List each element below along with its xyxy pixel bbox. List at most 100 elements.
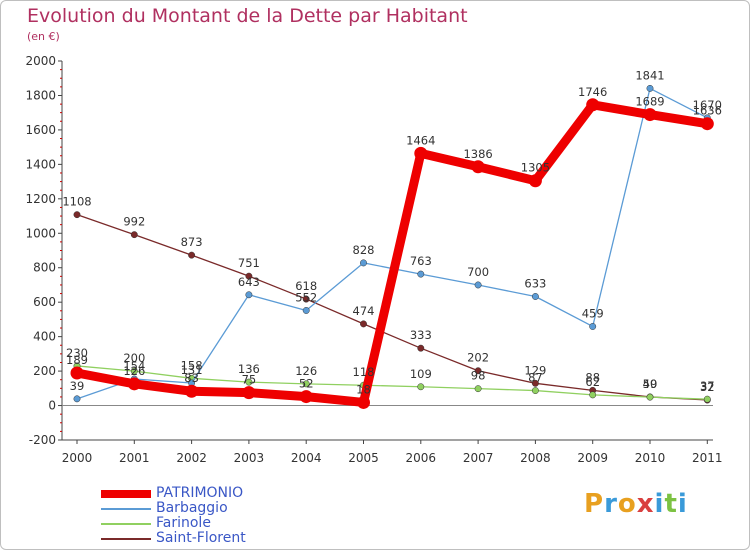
data-label: 109 — [410, 367, 432, 381]
data-label: 50 — [643, 377, 658, 391]
data-point — [302, 380, 310, 388]
data-label: 1464 — [406, 133, 435, 147]
legend-swatch — [101, 523, 151, 525]
data-point — [586, 98, 600, 112]
data-label: 52 — [299, 377, 314, 391]
data-point — [360, 320, 367, 328]
data-label: 83 — [184, 371, 199, 385]
data-point — [130, 231, 138, 239]
data-label: 200 — [123, 351, 145, 365]
data-label: 700 — [467, 265, 489, 279]
data-label: 828 — [353, 243, 375, 257]
data-label: 751 — [238, 256, 260, 270]
x-tick-label: 2008 — [520, 451, 551, 465]
data-label: 1636 — [693, 104, 722, 118]
legend-label: Farinole — [156, 515, 211, 531]
data-point — [531, 379, 539, 387]
data-label: 474 — [353, 304, 375, 318]
data-label: 18 — [356, 382, 371, 396]
data-point — [417, 270, 425, 278]
data-label: 32 — [700, 380, 715, 394]
series-line-saint-florent — [76, 214, 708, 401]
data-point — [242, 386, 256, 400]
data-label: 459 — [582, 306, 604, 320]
chart-title: Evolution du Montant de la Dette par Hab… — [27, 5, 468, 27]
data-label: 618 — [295, 279, 317, 293]
data-point — [185, 384, 199, 398]
data-label: 873 — [181, 235, 203, 249]
data-label: 1746 — [578, 85, 607, 99]
data-label: 230 — [66, 346, 88, 360]
series-line-farinole — [76, 365, 708, 400]
y-tick-label: 0 — [48, 399, 56, 413]
data-point — [474, 385, 482, 393]
logo-letter: x — [636, 489, 655, 519]
data-label: 643 — [238, 275, 260, 289]
data-label: 1108 — [62, 195, 91, 209]
logo-letter: o — [617, 489, 637, 519]
x-tick-label: 2006 — [406, 451, 437, 465]
data-label: 126 — [123, 364, 145, 378]
proxiti-logo: Proxiti — [584, 489, 688, 519]
data-point — [703, 395, 711, 403]
y-tick-label: 1400 — [25, 157, 56, 171]
data-point — [73, 395, 81, 403]
y-tick-label: -200 — [29, 433, 56, 447]
data-label: 1670 — [693, 98, 722, 112]
data-label: 992 — [123, 215, 145, 229]
data-label: 158 — [181, 358, 203, 372]
data-point — [589, 391, 597, 399]
data-point — [73, 211, 81, 219]
y-tick-label: 2000 — [25, 54, 56, 68]
legend-label: PATRIMONIO — [156, 485, 244, 501]
data-point — [471, 160, 485, 174]
x-tick-label: 2009 — [577, 451, 608, 465]
data-label: 136 — [238, 362, 260, 376]
data-point — [531, 387, 539, 395]
data-label: 202 — [467, 351, 489, 365]
data-label: 189 — [66, 353, 88, 367]
series-line-patrimonio — [72, 100, 712, 407]
data-point — [70, 366, 84, 380]
data-label: 763 — [410, 254, 432, 268]
y-tick-label: 400 — [33, 330, 56, 344]
data-label: 131 — [181, 363, 203, 377]
y-tick-label: 800 — [33, 261, 56, 275]
y-tick-label: 1600 — [25, 123, 56, 137]
data-label: 154 — [123, 359, 145, 373]
data-label: 129 — [524, 363, 546, 377]
data-label: 49 — [643, 377, 658, 391]
data-point — [302, 295, 310, 303]
data-label: 88 — [585, 370, 600, 384]
data-point — [299, 390, 313, 404]
data-label: 75 — [242, 373, 257, 387]
data-label: 37 — [700, 379, 715, 393]
y-tick-label: 1000 — [25, 226, 56, 240]
chart-subtitle: (en €) — [27, 30, 60, 43]
x-tick-label: 2005 — [348, 451, 379, 465]
data-point — [531, 293, 539, 300]
data-label: 39 — [70, 379, 85, 393]
data-point — [700, 117, 714, 131]
series-line-barbaggio — [76, 87, 708, 400]
x-tick-label: 2004 — [291, 451, 322, 465]
data-point — [188, 251, 196, 259]
x-tick-label: 2007 — [463, 451, 494, 465]
legend-swatch — [101, 538, 151, 540]
data-label: 333 — [410, 328, 432, 342]
y-tick-label: 1200 — [25, 192, 56, 206]
data-point — [130, 367, 138, 375]
data-point — [357, 395, 370, 409]
data-label: 633 — [524, 276, 546, 290]
data-point — [360, 259, 367, 267]
data-point — [643, 108, 657, 122]
data-point — [302, 307, 310, 314]
data-label: 1841 — [635, 68, 664, 82]
data-point — [528, 174, 542, 188]
data-point — [245, 291, 253, 299]
data-point — [417, 344, 425, 352]
legend-swatch — [101, 508, 151, 510]
data-point — [589, 323, 597, 330]
